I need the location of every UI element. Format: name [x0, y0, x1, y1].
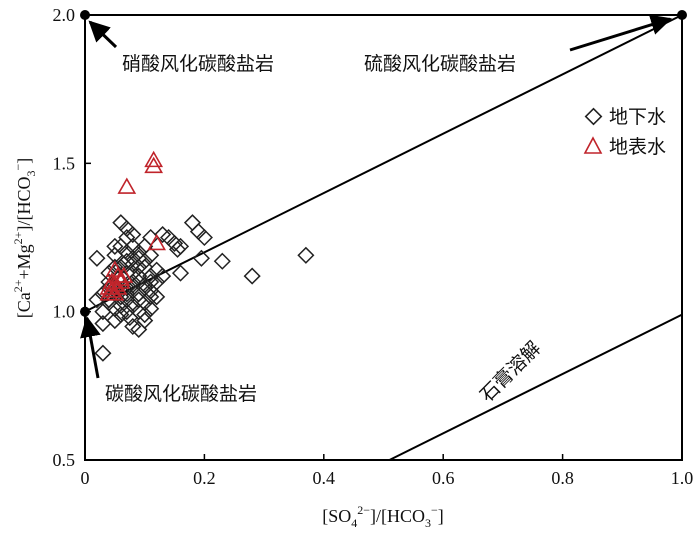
groundwater-point: [136, 306, 154, 324]
y-tick-label: 2.0: [53, 5, 76, 25]
surface-water-point: [102, 281, 122, 298]
surface-water-point: [99, 284, 119, 301]
x-tick-label: 0.6: [432, 468, 455, 488]
groundwater-point: [118, 228, 136, 247]
label-nitric-acid-weathering: 硝酸风化碳酸盐岩: [122, 53, 274, 75]
groundwater-point: [171, 264, 190, 282]
legend: 地下水 地表水: [583, 106, 666, 158]
label-carbonic-acid-weathering: 碳酸风化碳酸盐岩: [105, 383, 257, 405]
groundwater-point: [124, 225, 142, 244]
x-tick-label: 1.0: [671, 468, 694, 488]
groundwater-point: [168, 240, 187, 258]
legend-label-groundwater: 地下水: [609, 106, 666, 128]
y-title-part-2: +Mg: [14, 244, 34, 279]
groundwater-point: [130, 303, 148, 321]
x-tick-label: 0.8: [551, 468, 574, 488]
surface-water-point: [147, 233, 167, 251]
x-title-sub-1: 4: [351, 516, 357, 530]
x-title-part-3: ]: [438, 506, 444, 526]
label-sulfuric-acid-weathering: 硫酸风化碳酸盐岩: [364, 53, 516, 75]
legend-label-surface-water: 地表水: [609, 136, 666, 158]
y-title-part-4: ]: [14, 158, 34, 164]
x-title-sup-1: 2−: [357, 503, 370, 517]
x-axis-title: [SO42−]/[HCO3−]: [322, 503, 444, 530]
y-title-sup-3: −: [11, 164, 25, 171]
groundwater-point: [106, 312, 124, 330]
x-tick-label: 0.4: [313, 468, 336, 488]
groundwater-point: [213, 252, 231, 270]
surface-water-point: [144, 156, 164, 174]
arrow-nitric: [88, 20, 118, 49]
y-title-sup-1: 2+: [11, 279, 25, 292]
y-title-sub: 3: [24, 171, 38, 177]
groundwater-point: [112, 297, 130, 315]
y-title-part-3: ]/[HCO: [14, 177, 34, 232]
y-axis-ticks: 0.5 1.0 1.5 2.0: [53, 5, 91, 470]
groundwater-point: [94, 344, 112, 362]
reference-line-1: [389, 313, 683, 461]
endmember-point: [677, 10, 687, 20]
groundwater-point: [142, 246, 160, 264]
y-title-sup-2: 2+: [11, 231, 25, 244]
groundwater-point: [192, 249, 210, 267]
y-tick-label: 1.5: [53, 153, 76, 173]
groundwater-point: [115, 255, 133, 273]
groundwater-point: [121, 309, 139, 327]
x-tick-label: 0: [81, 468, 90, 488]
groundwater-point: [112, 306, 130, 324]
y-tick-label: 1.0: [53, 302, 76, 322]
x-title-sub-2: 3: [425, 516, 431, 530]
groundwater-point: [297, 246, 315, 264]
x-axis-ticks: 0 0.2 0.4 0.6 0.8 1.0: [81, 454, 694, 488]
legend-diamond-icon: [584, 107, 603, 126]
groundwater-point: [165, 234, 184, 252]
y-tick-label: 0.5: [53, 450, 76, 470]
surface-water-point: [144, 150, 164, 168]
legend-triangle-icon: [583, 136, 603, 154]
groundwater-point: [243, 267, 261, 285]
x-tick-label: 0.2: [193, 468, 216, 488]
label-gypsum-dissolution: 石膏溶解: [475, 337, 545, 407]
arrow-sulfuric: [569, 14, 673, 52]
groundwater-point: [106, 237, 124, 255]
y-axis-title: [Ca2++Mg2+]/[HCO3−]: [11, 158, 38, 319]
x-title-part-2: ]/[HCO: [370, 506, 425, 526]
surface-water-point: [114, 266, 134, 283]
arrow-carbonic: [80, 315, 101, 379]
groundwater-points: [88, 214, 315, 362]
groundwater-point: [154, 225, 172, 244]
groundwater-point: [130, 258, 148, 276]
groundwater-point: [142, 288, 160, 306]
groundwater-point: [94, 314, 112, 333]
x-title-sup-2: −: [431, 503, 438, 517]
groundwater-point: [195, 228, 213, 247]
y-title-part-1: [Ca: [14, 292, 34, 318]
groundwater-point: [154, 267, 172, 285]
reference-lines: [84, 14, 683, 461]
groundwater-point: [148, 288, 166, 306]
surface-water-point: [117, 177, 137, 194]
groundwater-point: [88, 249, 106, 267]
groundwater-point: [148, 273, 166, 291]
reference-line-0: [84, 14, 683, 313]
plot-frame: [84, 14, 683, 461]
surface-water-points: [99, 150, 167, 301]
x-title-part-1: [SO: [322, 506, 351, 526]
